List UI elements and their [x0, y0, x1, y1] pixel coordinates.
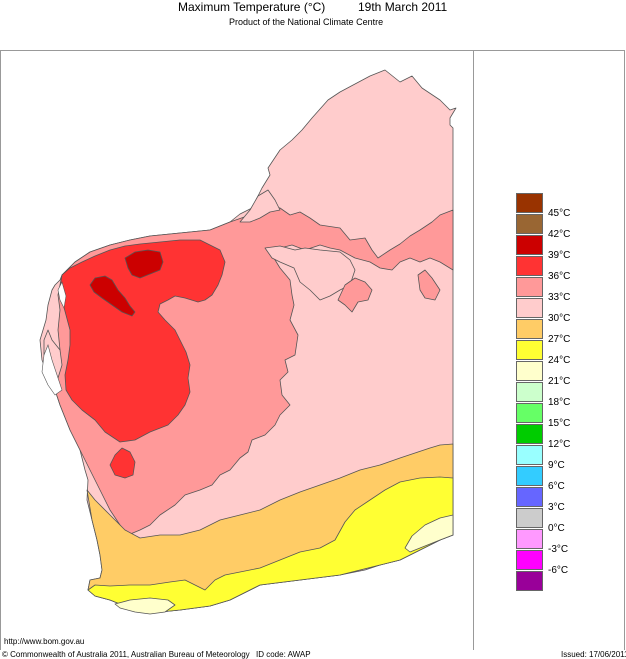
legend-label: 18°C: [548, 397, 571, 408]
source-url[interactable]: http://www.bom.gov.au: [4, 637, 85, 646]
exmouth-gulf: [57, 281, 67, 309]
map-title: Maximum Temperature (°C): [178, 0, 326, 14]
legend-label: 21°C: [548, 376, 571, 387]
legend-label: 0°C: [548, 523, 565, 534]
shark-bay: [41, 344, 63, 396]
legend-swatch-15: [516, 508, 543, 528]
zone-33c-ne2: [417, 269, 441, 301]
legend-swatch-16: [516, 529, 543, 549]
legend-label: 3°C: [548, 502, 565, 513]
header: Maximum Temperature (°C) 19th March 2011: [0, 0, 626, 14]
legend-swatch-0: [516, 193, 543, 213]
legend-swatch-11: [516, 424, 543, 444]
legend-label: -3°C: [548, 544, 569, 555]
legend-swatch-13: [516, 466, 543, 486]
zone-39c-a: [124, 249, 164, 279]
zone-36c-south: [109, 447, 136, 479]
map-date: 19th March 2011: [358, 0, 448, 14]
legend-label: 9°C: [548, 460, 565, 471]
legend-swatch-2: [516, 235, 543, 255]
legend-swatch-9: [516, 382, 543, 402]
legend-swatch-18: [516, 571, 543, 591]
legend-label: -6°C: [548, 565, 569, 576]
copyright-notice: © Commonwealth of Australia 2011, Austra…: [2, 650, 250, 659]
legend-swatch-7: [516, 340, 543, 360]
legend-label: 12°C: [548, 439, 571, 450]
id-code: ID code: AWAP: [256, 650, 311, 659]
legend-label: 6°C: [548, 481, 565, 492]
issued-date: Issued: 17/06/2011: [561, 650, 626, 659]
zone-39c-b: [89, 275, 136, 317]
legend-label: 27°C: [548, 334, 571, 345]
legend-swatch-8: [516, 361, 543, 381]
zone-33c-ne: [337, 277, 373, 313]
legend-label: 39°C: [548, 250, 571, 261]
map-frame: [0, 50, 625, 650]
legend-label: 24°C: [548, 355, 571, 366]
legend-swatch-6: [516, 319, 543, 339]
legend-swatch-3: [516, 256, 543, 276]
legend-label: 42°C: [548, 229, 571, 240]
zone-24c: [87, 476, 454, 613]
legend-swatch-1: [516, 214, 543, 234]
legend-swatch-10: [516, 403, 543, 423]
legend-swatch-4: [516, 277, 543, 297]
legend-label: 15°C: [548, 418, 571, 429]
legend-swatch-17: [516, 550, 543, 570]
legend-divider: [473, 50, 474, 650]
zone-21c-se: [404, 514, 454, 553]
legend-label: 45°C: [548, 208, 571, 219]
legend-swatch-12: [516, 445, 543, 465]
zone-21c-sw: [114, 597, 176, 615]
legend-swatch-14: [516, 487, 543, 507]
map-subtitle: Product of the National Climate Centre: [229, 17, 384, 27]
legend-label: 30°C: [548, 313, 571, 324]
legend-label: 36°C: [548, 271, 571, 282]
zone-30c-pilbara-coast: [239, 189, 281, 223]
legend-label: 33°C: [548, 292, 571, 303]
legend-swatch-5: [516, 298, 543, 318]
